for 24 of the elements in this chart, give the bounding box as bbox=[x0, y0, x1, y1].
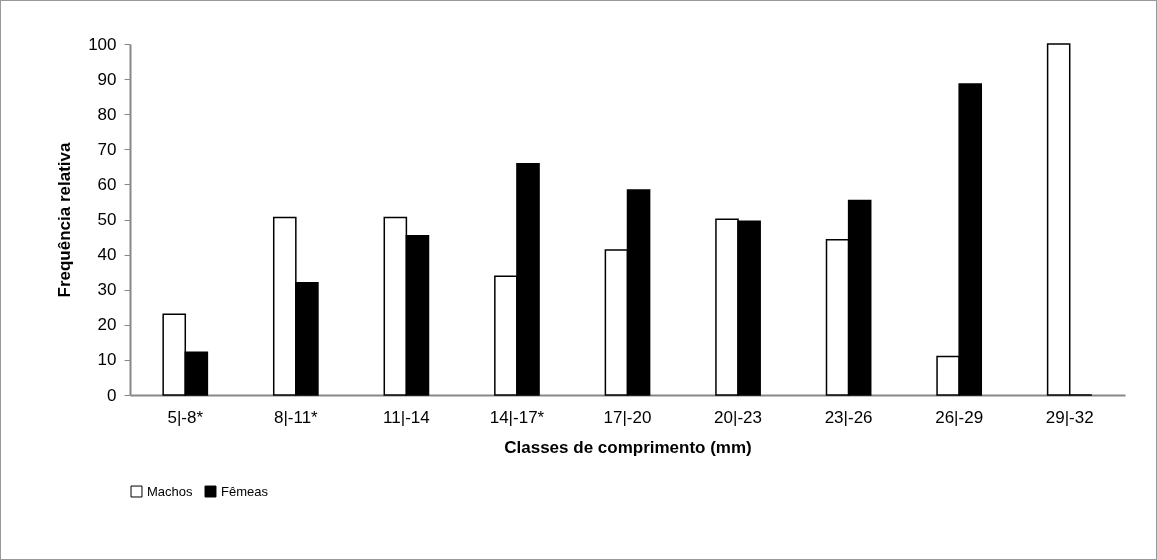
legend-label: Machos bbox=[147, 483, 194, 499]
y-tick-label: 30 bbox=[97, 280, 117, 300]
x-tick-label: 8|-11* bbox=[273, 407, 319, 427]
y-tick-label: 10 bbox=[97, 350, 117, 370]
y-tick-label: 40 bbox=[97, 245, 117, 265]
y-tick-label: 0 bbox=[107, 385, 117, 405]
y-tick-label: 50 bbox=[97, 210, 117, 229]
x-tick-label: 11|-14 bbox=[383, 407, 430, 427]
x-tick-label: 29|-32 bbox=[1045, 407, 1094, 427]
y-axis-title: Frequência relativa bbox=[55, 141, 75, 298]
x-tick-label: 20|-23 bbox=[714, 407, 763, 427]
y-tick-label: 60 bbox=[97, 174, 117, 194]
y-tick-label: 100 bbox=[88, 34, 117, 54]
x-tick-label: 14|-17* bbox=[489, 407, 545, 427]
y-tick-label: 20 bbox=[97, 315, 117, 335]
x-tick-label: 23|-26 bbox=[824, 407, 873, 427]
x-axis-title: Classes de comprimento (mm) bbox=[504, 437, 752, 457]
x-tick-label: 5|-8* bbox=[167, 407, 204, 427]
x-tick-label: 26|-29 bbox=[935, 407, 984, 427]
legend-label: Fêmeas bbox=[221, 483, 269, 499]
y-tick-label: 70 bbox=[97, 139, 117, 159]
x-tick-label: 17|-20 bbox=[603, 407, 652, 427]
y-tick-label: 90 bbox=[97, 69, 117, 89]
y-tick-label: 80 bbox=[97, 104, 117, 124]
